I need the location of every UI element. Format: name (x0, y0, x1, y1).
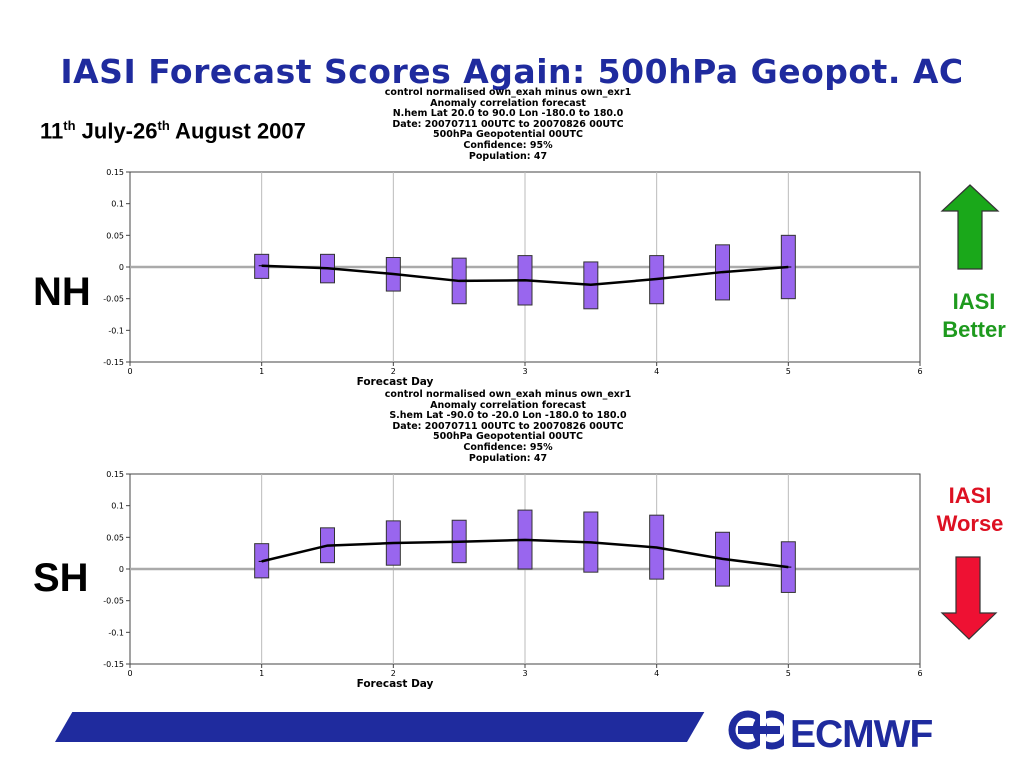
date-middle: July-26 (75, 118, 158, 144)
y-tick-label: -0.05 (103, 295, 124, 304)
iasi-better-line: Better (942, 317, 1006, 342)
x-tick-label: 4 (654, 367, 659, 376)
x-tick-label: 0 (127, 367, 132, 376)
x-axis-label: Forecast Day (357, 376, 434, 388)
sh-header-line: S.hem Lat -90.0 to -20.0 Lon -180.0 to 1… (389, 410, 627, 422)
sh-header-line: 500hPa Geopotential 00UTC (432, 431, 584, 443)
x-tick-label: 1 (259, 669, 264, 678)
nh-header-line: control normalised own_exah minus own_ex… (384, 87, 632, 98)
x-tick-label: 6 (917, 367, 922, 376)
y-tick-label: 0 (119, 263, 124, 272)
sh-header-line: Date: 20070711 00UTC to 20070826 00UTC (392, 420, 624, 432)
y-tick-label: -0.15 (103, 660, 124, 669)
iasi-worse-line: Worse (936, 511, 1004, 536)
iasi-worse-label: IASI Worse (920, 482, 1020, 538)
sh-header-line: Population: 47 (468, 452, 548, 464)
x-tick-label: 6 (917, 669, 922, 678)
y-tick-label: 0.05 (106, 533, 124, 542)
x-tick-label: 0 (127, 669, 132, 678)
nh-label: NH (33, 270, 91, 314)
y-tick-label: 0.1 (111, 502, 124, 511)
x-tick-label: 3 (522, 367, 527, 376)
x-tick-label: 2 (391, 669, 396, 678)
date-day-start: 11 (40, 118, 64, 144)
date-end: August 2007 (169, 118, 306, 144)
footer-bar (55, 712, 705, 742)
ecmwf-logo-mark-icon (728, 710, 792, 750)
sh-header-line: control normalised own_exah minus own_ex… (384, 389, 632, 400)
y-tick-label: 0.05 (106, 231, 124, 240)
nh-chart-header: control normalised own_exah minus own_ex… (348, 87, 668, 162)
sh-header-line: Confidence: 95% (463, 441, 553, 453)
iasi-better-line: IASI (952, 289, 996, 314)
y-tick-label: 0.1 (111, 200, 124, 209)
y-tick-label: -0.1 (108, 326, 124, 335)
y-tick-label: -0.05 (103, 597, 124, 606)
y-tick-label: -0.1 (108, 628, 124, 637)
nh-header-line: Population: 47 (468, 150, 548, 162)
y-tick-label: -0.15 (103, 358, 124, 367)
y-tick-label: 0 (119, 565, 124, 574)
down-arrow-icon (940, 556, 998, 640)
date-ordinal-end: th (157, 118, 170, 133)
sh-header-line: Anomaly correlation forecast (430, 399, 586, 411)
iasi-worse-line: IASI (948, 483, 992, 508)
slide-title: IASI Forecast Scores Again: 500hPa Geopo… (60, 52, 964, 91)
x-tick-label: 5 (786, 367, 791, 376)
sh-plot: 0 1 2 3 4 5 6 0.15 0.1 0.05 0 -0.05 -0.1 -0.15 Forecas… (103, 470, 922, 690)
sh-chart-header: control normalised own_exah minus own_ex… (348, 389, 668, 464)
date-ordinal-start: th (63, 118, 76, 133)
nh-header-line: Anomaly correlation forecast (430, 97, 586, 109)
sh-label: SH (33, 556, 89, 600)
nh-plot: 0 1 2 3 4 5 6 0.15 0.1 0.05 0 -0.05 -0.1 -0.15 Forecas… (103, 168, 922, 388)
nh-header-line: Confidence: 95% (463, 139, 553, 151)
iasi-better-label: IASI Better (924, 288, 1024, 344)
x-tick-label: 2 (391, 367, 396, 376)
date-range: 11th July-26th August 2007 (40, 118, 306, 144)
up-arrow-icon (940, 184, 1000, 270)
x-tick-label: 4 (654, 669, 659, 678)
y-tick-label: 0.15 (106, 470, 124, 479)
x-axis-label: Forecast Day (357, 678, 434, 690)
ecmwf-logo-text: ECMWF (790, 713, 932, 755)
y-tick-label: 0.15 (106, 168, 124, 177)
x-tick-label: 3 (522, 669, 527, 678)
x-tick-label: 5 (786, 669, 791, 678)
x-tick-label: 1 (259, 367, 264, 376)
nh-header-line: N.hem Lat 20.0 to 90.0 Lon -180.0 to 180… (392, 108, 624, 120)
ecmwf-logo: ECMWF (728, 710, 933, 755)
nh-header-line: Date: 20070711 00UTC to 20070826 00UTC (392, 118, 624, 130)
nh-header-line: 500hPa Geopotential 00UTC (432, 129, 584, 141)
